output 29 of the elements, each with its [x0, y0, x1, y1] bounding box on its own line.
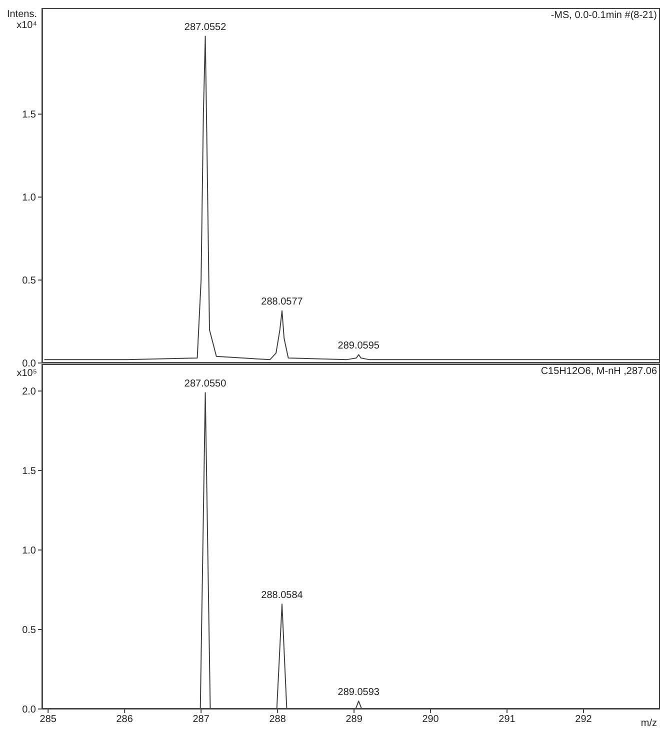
x-tick-label: 285	[40, 714, 57, 726]
y-tick-label: 1.0	[22, 192, 36, 204]
y-tick-label: 0.0	[22, 704, 36, 716]
annotation: 289.0593	[338, 687, 380, 698]
y-tick-label: 1.5	[22, 466, 36, 478]
annotation: 289.0595	[338, 340, 380, 352]
annotation: -MS, 0.0-0.1min #(8-21)	[550, 10, 657, 21]
x-tick-label: 290	[422, 714, 440, 726]
y-tick-label: 0.0	[22, 358, 36, 370]
y-tick-label: 2.0	[22, 386, 36, 398]
y-tick-label: 0.5	[22, 625, 36, 636]
annotation: 287.0552	[184, 22, 227, 34]
x-tick-label: 288	[269, 714, 286, 726]
x-tick-label: 286	[116, 714, 134, 726]
x-axis-title: m/z	[640, 718, 657, 729]
y-tick-label: 1.5	[22, 110, 36, 121]
annotation: 287.0550	[184, 378, 227, 390]
y-tick-label: 0.5	[22, 276, 36, 287]
text: x10⁵	[16, 368, 37, 379]
annotation: C15H12O6, M-nH ,287.06	[540, 366, 657, 377]
y-axis-title: Intens.	[6, 9, 37, 20]
x-tick-label: 287	[192, 714, 210, 726]
x-tick-label: 292	[575, 714, 592, 726]
x-tick-label: 289	[346, 714, 363, 726]
text: x10⁴	[16, 20, 37, 31]
y-tick-label: 1.0	[22, 546, 36, 557]
x-tick-label: 291	[498, 714, 516, 726]
annotation: 288.0584	[261, 590, 304, 602]
annotation: 288.0577	[261, 296, 304, 308]
